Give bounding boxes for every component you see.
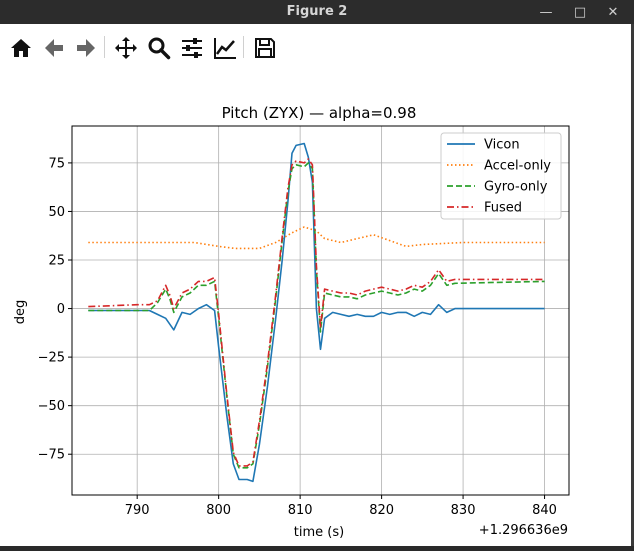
save-button[interactable]	[252, 35, 278, 61]
series-lines	[88, 142, 545, 483]
x-tick-label: 820	[369, 503, 394, 518]
home-button[interactable]	[8, 35, 34, 61]
maximize-icon[interactable]: □	[573, 4, 587, 20]
pan-icon	[115, 37, 137, 59]
minimize-icon[interactable]: —	[539, 4, 553, 20]
zoom-button[interactable]	[146, 35, 172, 61]
x-axis-label: time (s)	[294, 525, 344, 540]
edit-axis-button[interactable]	[212, 35, 238, 61]
zoom-icon	[148, 37, 171, 60]
x-tick-label: 810	[288, 503, 313, 518]
home-icon	[11, 39, 31, 57]
x-tick-label: 840	[532, 503, 557, 518]
title-bar: Figure 2 — □ ✕	[0, 0, 634, 24]
toolbar-separator	[243, 36, 244, 58]
figure-canvas[interactable]: Pitch (ZYX) — alpha=0.98 790 800 810 820 830…	[0, 70, 634, 546]
back-arrow-icon	[45, 39, 63, 57]
series-line-fused	[88, 158, 545, 467]
navigation-toolbar	[0, 24, 634, 70]
series-line-accel-only	[88, 226, 545, 250]
legend-label: Accel-only	[484, 159, 551, 174]
y-tick-label: 0	[57, 302, 65, 317]
forward-button[interactable]	[73, 35, 99, 61]
y-tick-label: −50	[38, 399, 65, 414]
y-tick-label: 25	[48, 254, 65, 269]
axes-frame	[71, 125, 570, 496]
axis-ticks: 790 800 810 820 830 840 −75 −50 −25 0 25 50 75	[38, 156, 557, 518]
x-offset-label: +1.296636e9	[479, 523, 568, 538]
subplots-icon	[182, 38, 202, 58]
legend-label: Vicon	[484, 138, 520, 153]
toolbar-separator	[104, 36, 105, 58]
close-icon[interactable]: ✕	[607, 4, 619, 20]
y-axis-label: deg	[13, 300, 28, 325]
taskbar-strip	[0, 546, 634, 551]
forward-arrow-icon	[77, 39, 95, 57]
subplots-button[interactable]	[179, 35, 205, 61]
legend-box	[440, 132, 562, 220]
legend-label: Fused	[484, 201, 522, 216]
series-line-vicon	[88, 142, 545, 483]
edit-axis-icon	[214, 38, 236, 59]
y-tick-label: 75	[48, 156, 65, 171]
x-tick-label: 800	[206, 503, 231, 518]
y-tick-label: 50	[48, 205, 65, 220]
x-tick-label: 830	[451, 503, 476, 518]
save-icon	[255, 38, 275, 58]
window-title: Figure 2	[286, 4, 348, 19]
pitch-chart[interactable]: Pitch (ZYX) — alpha=0.98 790 800 810 820 830…	[0, 70, 634, 546]
y-tick-label: −25	[38, 351, 65, 366]
legend: Vicon Accel-only Gyro-only Fused	[440, 132, 562, 220]
chart-title: Pitch (ZYX) — alpha=0.98	[222, 104, 417, 122]
legend-label: Gyro-only	[484, 180, 548, 195]
x-tick-label: 790	[125, 503, 150, 518]
y-tick-label: −75	[38, 448, 65, 463]
window-edge	[631, 24, 634, 546]
pan-button[interactable]	[113, 35, 139, 61]
series-line-gyro-only	[88, 162, 545, 469]
back-button[interactable]	[41, 35, 67, 61]
